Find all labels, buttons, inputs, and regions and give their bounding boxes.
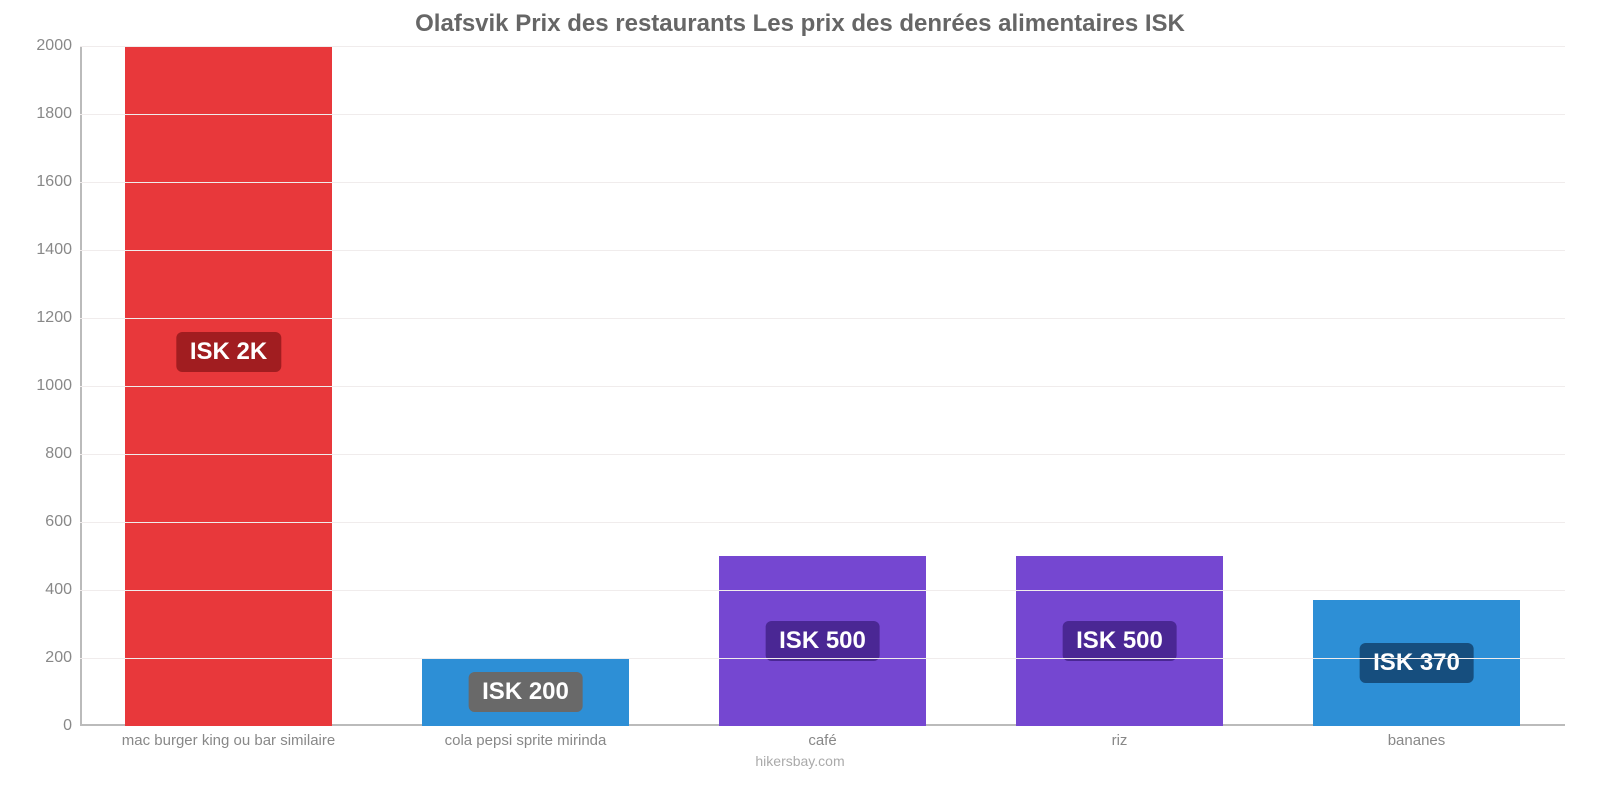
y-tick-label: 1200	[36, 309, 80, 327]
grid-line	[80, 250, 1565, 251]
y-tick-label: 2000	[36, 37, 80, 55]
grid-line	[80, 658, 1565, 659]
grid-line	[80, 454, 1565, 455]
y-tick-label: 600	[45, 513, 80, 531]
x-axis-labels: mac burger king ou bar similairecola pep…	[80, 726, 1565, 749]
chart-source: hikersbay.com	[25, 753, 1575, 769]
bar-value-label: ISK 500	[1062, 621, 1177, 661]
y-tick-label: 1000	[36, 377, 80, 395]
x-tick-label: bananes	[1268, 726, 1565, 749]
x-tick-label: riz	[971, 726, 1268, 749]
y-tick-label: 0	[63, 717, 80, 735]
grid-line	[80, 522, 1565, 523]
x-tick-label: mac burger king ou bar similaire	[80, 726, 377, 749]
bar-value-label: ISK 200	[468, 672, 583, 712]
y-tick-label: 200	[45, 649, 80, 667]
bar-value-label: ISK 370	[1359, 643, 1474, 683]
bar-value-label: ISK 2K	[176, 332, 281, 372]
grid-line	[80, 46, 1565, 47]
y-tick-label: 1800	[36, 105, 80, 123]
grid-line	[80, 318, 1565, 319]
y-tick-label: 400	[45, 581, 80, 599]
x-tick-label: café	[674, 726, 971, 749]
y-tick-label: 1400	[36, 241, 80, 259]
grid-line	[80, 590, 1565, 591]
x-tick-label: cola pepsi sprite mirinda	[377, 726, 674, 749]
grid-line	[80, 386, 1565, 387]
bar-value-label: ISK 500	[765, 621, 880, 661]
price-bar-chart: Olafsvik Prix des restaurants Les prix d…	[0, 0, 1600, 800]
chart-title: Olafsvik Prix des restaurants Les prix d…	[25, 10, 1575, 38]
y-tick-label: 1600	[36, 173, 80, 191]
grid-line	[80, 182, 1565, 183]
plot-area: ISK 2KISK 200ISK 500ISK 500ISK 370 02004…	[80, 46, 1565, 726]
y-tick-label: 800	[45, 445, 80, 463]
grid-line	[80, 114, 1565, 115]
